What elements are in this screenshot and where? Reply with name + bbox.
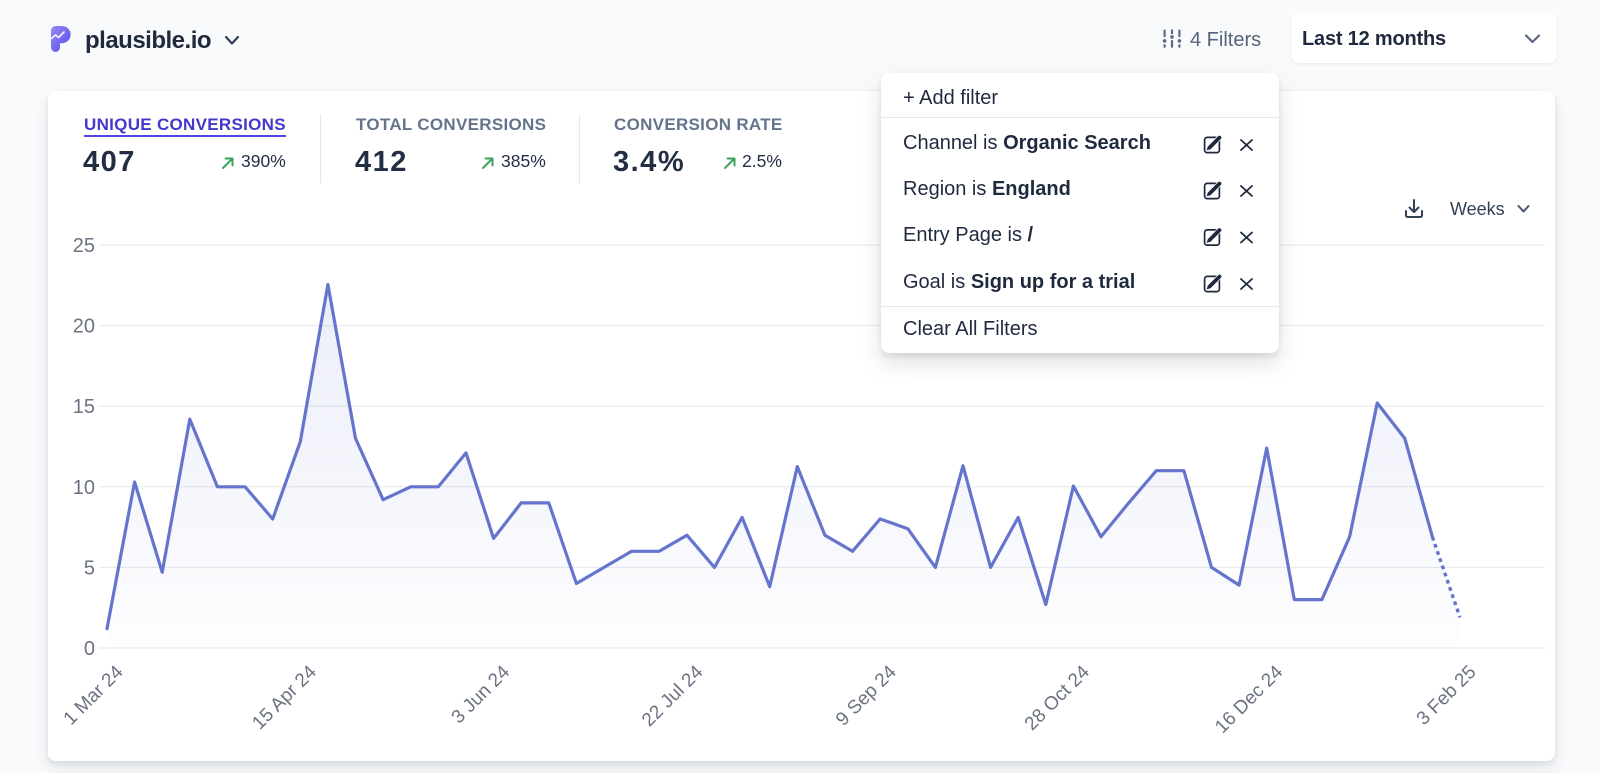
svg-text:3 Jun 24: 3 Jun 24 — [448, 661, 515, 728]
svg-text:1 Mar 24: 1 Mar 24 — [60, 661, 128, 729]
svg-text:15: 15 — [73, 396, 95, 418]
svg-text:5: 5 — [84, 557, 95, 579]
svg-text:15 Apr 24: 15 Apr 24 — [248, 661, 321, 734]
svg-text:9 Sep 24: 9 Sep 24 — [832, 661, 901, 730]
svg-text:0: 0 — [84, 638, 95, 660]
svg-text:28 Oct 24: 28 Oct 24 — [1021, 661, 1094, 734]
svg-text:3 Feb 25: 3 Feb 25 — [1413, 662, 1481, 730]
svg-text:20: 20 — [73, 316, 95, 338]
svg-text:10: 10 — [73, 477, 95, 499]
svg-text:25: 25 — [73, 235, 95, 257]
svg-text:16 Dec 24: 16 Dec 24 — [1211, 661, 1287, 737]
svg-text:22 Jul 24: 22 Jul 24 — [638, 661, 708, 731]
